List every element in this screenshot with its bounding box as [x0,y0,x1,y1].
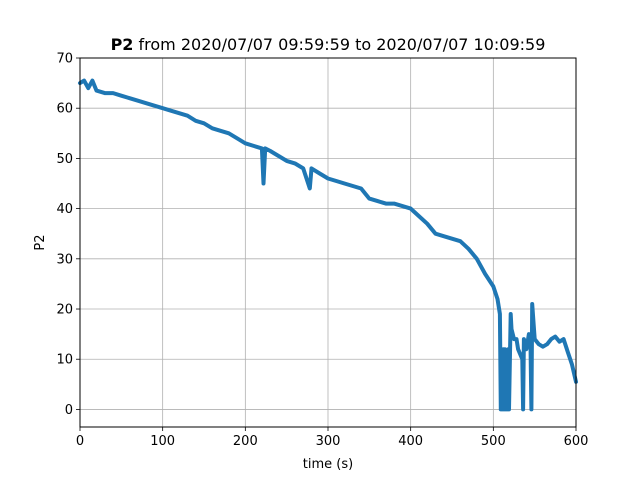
x-tick-label: 500 [481,434,506,449]
chart-title: P2 from 2020/07/07 09:59:59 to 2020/07/0… [111,35,546,54]
y-tick-label: 50 [56,152,73,167]
chart-title-rest: from 2020/07/07 09:59:59 to 2020/07/07 1… [133,35,545,54]
x-tick-label: 200 [233,434,258,449]
x-axis-ticks: 0 100 200 300 400 500 600 [76,427,589,449]
y-tick-label: 70 [56,52,73,67]
series-layer [78,78,578,412]
x-tick-label: 0 [76,434,84,449]
y-axis-label: P2 [33,234,48,250]
y-tick-label: 0 [65,403,73,418]
y-axis-ticks: 0 10 20 30 40 50 60 70 [56,52,80,418]
y-tick-label: 60 [56,102,73,117]
x-tick-label: 600 [564,434,589,449]
y-tick-label: 10 [56,353,73,368]
x-tick-label: 100 [150,434,175,449]
series-line [78,78,578,412]
x-tick-label: 300 [316,434,341,449]
y-tick-label: 30 [56,252,73,267]
chart-title-bold: P2 [111,35,134,54]
x-tick-label: 400 [398,434,423,449]
y-tick-label: 40 [56,202,73,217]
x-axis-label: time (s) [303,457,353,472]
y-tick-label: 20 [56,303,73,318]
